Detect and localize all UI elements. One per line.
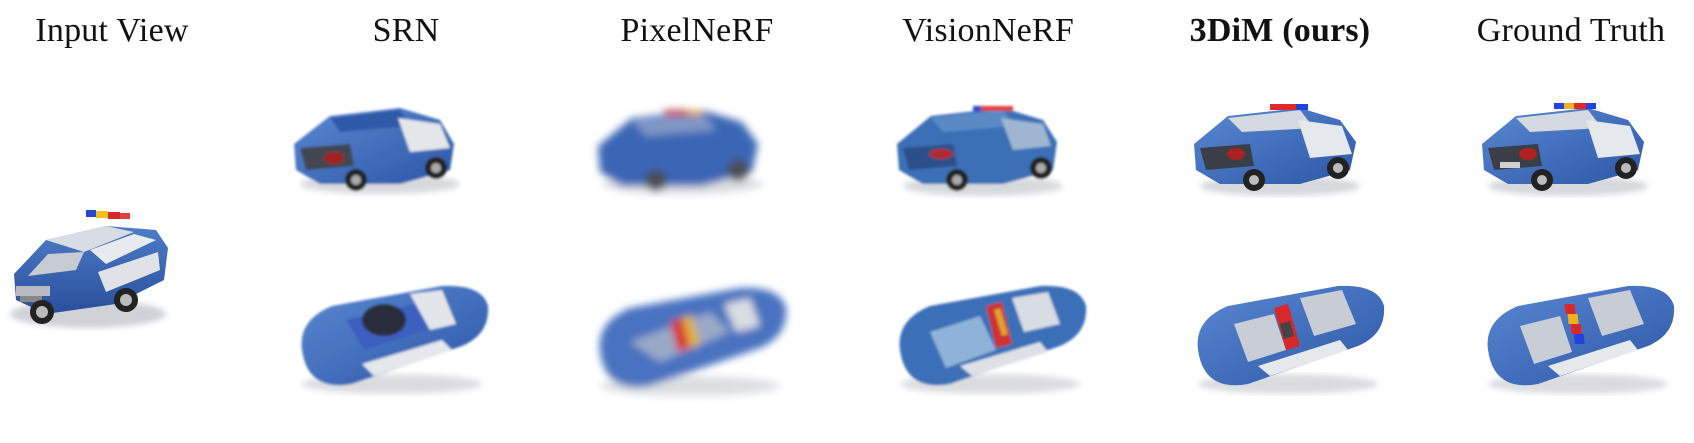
column-header-ground-truth: Ground Truth [1476,12,1666,49]
srn-top-view-image [292,280,492,400]
column-header-input-view: Input View [35,12,189,49]
column-header-srn: SRN [372,12,440,49]
input-view-image [6,196,176,336]
pixelnerf-rear-view-image [592,102,782,202]
srn-rear-view-image [290,100,480,200]
visionnerf-rear-view-image [893,98,1083,203]
pixelnerf-top-view-image [590,282,790,402]
ground-truth-top-view-image [1478,280,1678,400]
ground-truth-rear-view-image [1478,98,1668,203]
3dim-rear-view-image [1190,98,1380,203]
3dim-top-view-image [1188,280,1388,400]
column-header-pixelnerf: PixelNeRF [620,12,774,49]
column-header-3dim-ours: 3DiM (ours) [1189,12,1371,49]
column-header-visionnerf: VisionNeRF [902,12,1074,49]
visionnerf-top-view-image [890,280,1090,400]
